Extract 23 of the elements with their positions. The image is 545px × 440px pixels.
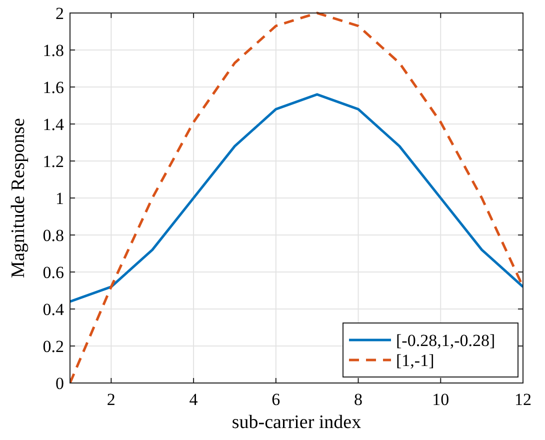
x-axis-title: sub-carrier index xyxy=(232,412,362,433)
y-tick-label: 1.8 xyxy=(42,41,64,60)
y-tick-label: 1 xyxy=(56,189,64,208)
y-tick-label: 0.4 xyxy=(42,300,64,319)
y-tick-label: 0 xyxy=(56,374,64,393)
line-series xyxy=(70,12,523,384)
y-tick-label: 1.2 xyxy=(42,152,64,171)
x-tick-label: 2 xyxy=(106,390,116,409)
y-tick-label: 2 xyxy=(56,4,64,23)
y-tick-label: 0.6 xyxy=(42,263,64,282)
y-tick-label: 1.6 xyxy=(42,78,64,97)
y-tick-label: 1.4 xyxy=(42,115,64,134)
legend-label: [-0.28,1,-0.28] xyxy=(396,331,496,350)
legend-label: [1,-1] xyxy=(396,351,434,370)
x-tick-label: 4 xyxy=(189,390,198,409)
x-tick-label: 6 xyxy=(272,390,280,409)
x-tick-label: 8 xyxy=(354,390,363,409)
x-tick-label: 10 xyxy=(432,390,450,409)
x-tick-label: 12 xyxy=(514,390,532,409)
y-tick-label: 0.8 xyxy=(42,226,64,245)
y-axis-title: Magnitude Response xyxy=(8,118,29,278)
line-series xyxy=(70,93,523,303)
y-tick-label: 0.2 xyxy=(42,337,64,356)
